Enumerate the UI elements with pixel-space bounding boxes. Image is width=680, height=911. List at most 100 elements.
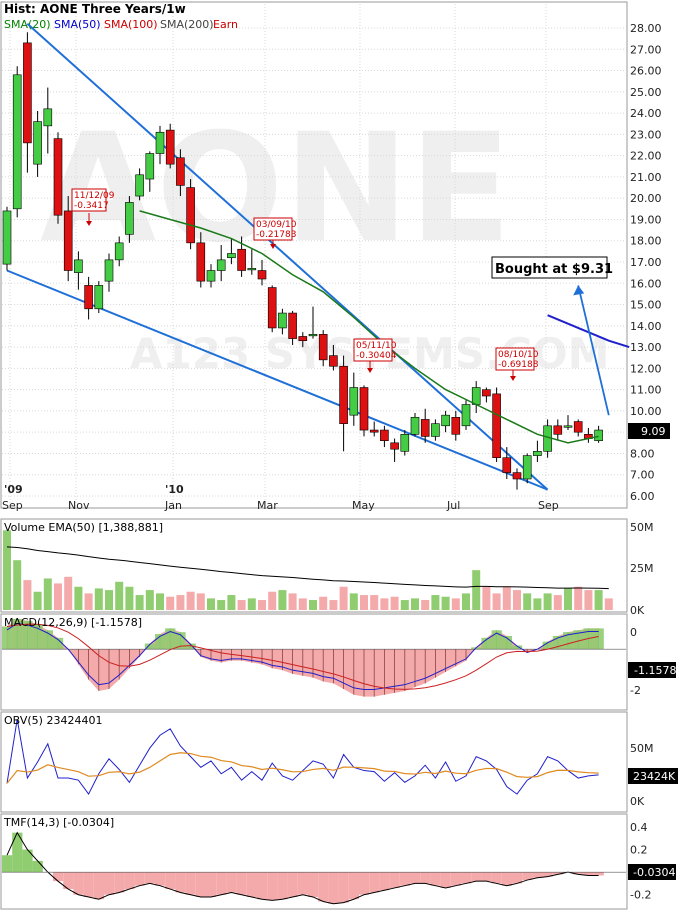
earn-annotation-2: 03/09/10 -0.21783 [253,217,297,241]
volume-legend: Volume EMA(50) [1,388,881] [4,521,163,534]
legend-earn: Earn [213,18,238,31]
volume-bar [54,583,62,610]
volume-bar [309,600,317,610]
tmf-bar [165,872,176,890]
macd-tick-label: 0 [630,626,637,639]
volume-bar [482,586,491,610]
last-tmf-marker: -0.0304 [628,864,676,880]
macd-series [2,618,626,697]
tmf-bar [226,872,237,893]
volume-bar [268,591,277,610]
candle-up [410,416,420,435]
volume-bar [207,598,215,610]
volume-bar [380,598,389,610]
legend-sma50: SMA(50) [54,18,101,31]
tmf-bar [481,872,492,882]
obv-tick-label: 0K [630,795,645,808]
volume-bar [258,600,266,610]
candle-up [206,270,216,282]
tmf-bar [53,872,64,882]
candle-down [390,442,399,450]
tmf-bar [185,872,196,895]
volume-bar [84,593,93,610]
tmf-bar [297,872,308,895]
candle-up [216,259,226,271]
trend-line-upper [26,23,549,491]
tmf-bar [144,872,155,884]
price-tick-label: 16.00 [630,277,662,290]
obv-series [6,719,599,796]
volume-bar [13,560,22,610]
tmf-bar [287,872,298,897]
tmf-bar [308,872,319,897]
x-axis-label: Sep [538,499,559,512]
bought-arrowhead [573,285,585,296]
volume-bar [43,578,52,610]
tmf-bar [593,872,604,876]
volume-bar [360,595,368,610]
candle-down [84,285,93,310]
tmf-bar [522,872,533,881]
tmf-tick-label: 0.4 [630,821,648,834]
price-tick-label: 19.00 [630,213,662,226]
volume-bar [125,586,134,610]
volume-bar [390,596,399,610]
volume-bar [3,530,11,610]
candle-down [165,129,175,165]
volume-bar [298,598,307,610]
candle-down [339,365,348,424]
candle-up [74,259,83,273]
macd-pos-fill [42,630,53,650]
tmf-bar [206,872,217,897]
svg-text:Bought at $9.31: Bought at $9.31 [495,262,613,277]
price-panel [0,1,628,509]
tmf-bar [246,872,257,897]
tmf-bar [93,872,104,900]
volume-bar [411,598,419,610]
macd-pos-fill [165,628,176,650]
x-axis-label: Mar [257,499,278,512]
candle-down [53,138,63,216]
price-tick-label: 14.00 [630,320,662,333]
volume-tick-label: 0K [630,604,645,617]
volume-bar [64,576,73,610]
candle-down [359,387,369,431]
tmf-bar [512,872,523,884]
candle-down [196,242,206,282]
sma20-line [139,210,599,444]
price-series [2,23,630,491]
price-tick-label: 22.00 [630,150,662,163]
macd-pos-fill [53,637,64,650]
volume-bar [135,595,144,610]
macd-pos-fill [563,632,574,650]
candle-down [553,425,563,435]
volume-bar [564,588,572,610]
tmf-bar [32,860,43,873]
candle-down [298,336,308,342]
macd-pos-fill [471,647,482,650]
candle-up [227,253,236,259]
svg-text:-1.1578: -1.1578 [634,664,676,677]
obv-legend: OBV(5) 23424401 [4,714,102,727]
volume-bar [94,588,103,610]
macd-pos-fill [2,626,13,650]
last-price-marker: 9.09 [628,423,670,439]
x-axis-label: Nov [68,499,90,512]
candle-up [563,425,573,428]
bought-note: Bought at $9.31 [491,256,613,279]
candle-up [278,312,287,329]
volume-bar [166,596,175,610]
price-tick-label: 25.00 [630,86,662,99]
price-tick-label: 8.00 [630,447,655,460]
candle-down [186,187,195,244]
obv-panel [0,711,628,813]
tmf-bar [175,872,186,893]
candle-up [533,451,542,456]
macd-pos-fill [491,630,502,650]
volume-series [3,530,613,610]
candle-up [33,121,42,165]
tmf-bar [63,872,74,890]
earn-arrowhead [270,244,276,249]
macd-pos-fill [155,634,166,650]
candle-up [12,74,22,210]
